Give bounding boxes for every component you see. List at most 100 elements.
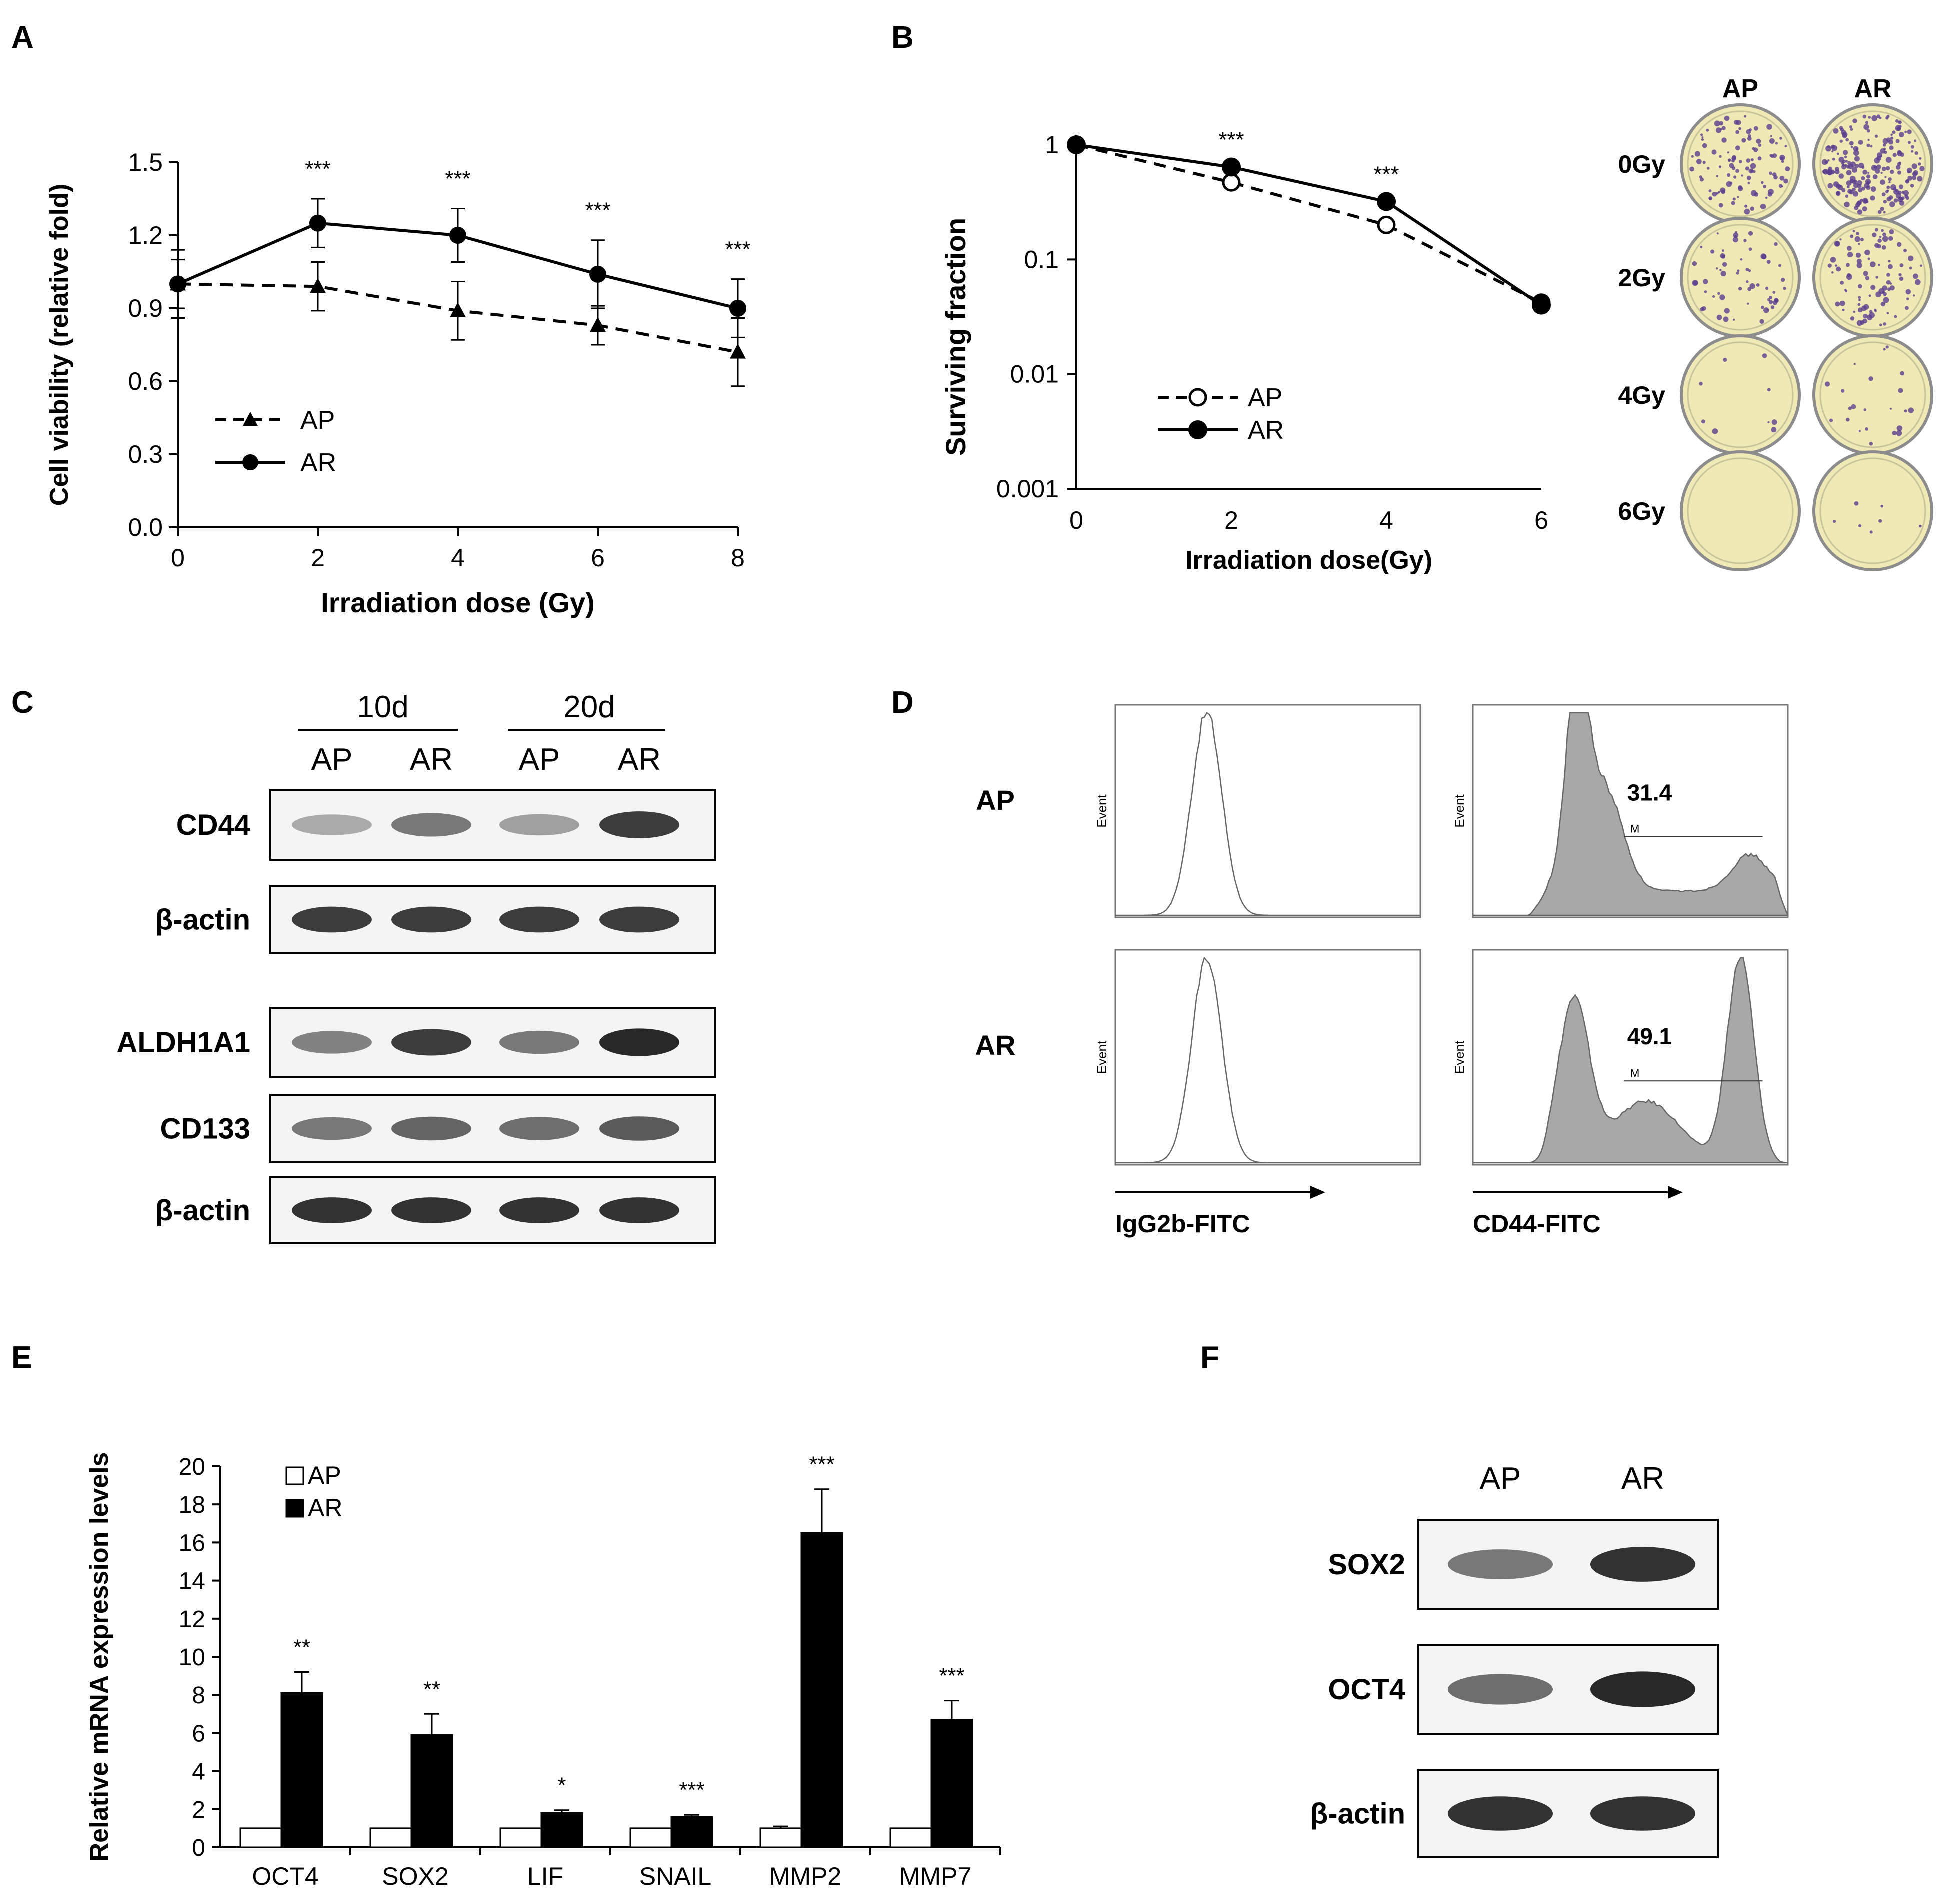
- colony: [1747, 182, 1750, 184]
- blot-f-row-1-band: [1590, 1672, 1695, 1708]
- colony: [1706, 167, 1710, 170]
- colony: [1845, 138, 1849, 142]
- colony: [1863, 199, 1868, 204]
- bar-ar: [280, 1692, 323, 1848]
- colony: [1896, 426, 1903, 432]
- colony: [1899, 200, 1905, 206]
- colony: [1913, 140, 1917, 142]
- colony: [1858, 296, 1861, 300]
- colony: [1874, 158, 1880, 164]
- dish-rim: [1687, 110, 1794, 218]
- blot-row-3-band: [499, 1117, 579, 1140]
- colony: [1844, 156, 1847, 158]
- colony: [1898, 184, 1904, 190]
- dish-row-label: 2Gy: [1618, 264, 1665, 292]
- legend-swatch: [285, 1466, 304, 1486]
- colony: [1750, 158, 1754, 162]
- colony: [1839, 238, 1842, 241]
- y-tick-label: 14: [179, 1568, 205, 1595]
- colony: [1880, 207, 1884, 212]
- colony: [1845, 418, 1850, 422]
- colony: [1839, 300, 1845, 306]
- colony: [1865, 428, 1869, 431]
- blot-f-row-1-band: [1448, 1674, 1553, 1705]
- colony: [1877, 244, 1881, 249]
- colony: [1745, 166, 1749, 171]
- colony: [1850, 234, 1854, 238]
- blot-row-2-band: [292, 1031, 372, 1054]
- colony: [1756, 138, 1761, 144]
- colony: [1861, 187, 1865, 191]
- blot-row-0-band: [599, 812, 679, 838]
- x-tick-label: 4: [1379, 506, 1393, 534]
- colony: [1886, 312, 1889, 315]
- x-tick-label: 2: [1224, 506, 1238, 534]
- lane-label: AR: [1621, 1462, 1664, 1496]
- colony: [1715, 128, 1722, 134]
- western-blot-f: AP AR SOX2 OCT4 β-actin: [1310, 1462, 1719, 1858]
- significance-mark: **: [293, 1635, 310, 1660]
- legend-marker: [242, 454, 258, 470]
- x-tick-label: 0: [171, 544, 185, 572]
- legend-marker: [1188, 388, 1207, 407]
- colony: [1869, 442, 1873, 446]
- significance-mark: ***: [809, 1452, 834, 1477]
- colony: [1897, 150, 1903, 156]
- colony: [1748, 248, 1752, 252]
- colony: [1750, 170, 1753, 173]
- colony: [1854, 501, 1859, 506]
- colony: [1889, 146, 1894, 150]
- panel-label-d: D: [891, 686, 914, 720]
- colony: [1857, 180, 1862, 186]
- colony: [1719, 269, 1722, 272]
- colony: [1835, 302, 1840, 307]
- culture-dish: [1812, 334, 1933, 456]
- colony: [1699, 176, 1702, 179]
- colony: [1862, 114, 1867, 119]
- colony: [1882, 144, 1886, 147]
- colony: [1723, 358, 1727, 362]
- protein-label: β-actin: [1310, 1798, 1405, 1830]
- colony: [1760, 181, 1764, 184]
- colony: [1849, 141, 1854, 146]
- category-label: OCT4: [252, 1862, 318, 1890]
- data-point-ap: [590, 317, 606, 332]
- colony: [1879, 324, 1882, 327]
- significance-mark: **: [423, 1677, 440, 1702]
- colony: [1896, 430, 1902, 436]
- dish-rim: [1687, 224, 1794, 331]
- colony: [1858, 140, 1863, 145]
- colony: [1869, 312, 1875, 318]
- blot-f-row-0-band: [1448, 1550, 1553, 1580]
- culture-dish: [1680, 217, 1801, 338]
- colony: [1769, 296, 1773, 300]
- colony: [1887, 288, 1891, 292]
- significance-mark: *: [557, 1774, 566, 1798]
- colony: [1729, 182, 1733, 185]
- colony: [1852, 191, 1859, 197]
- colony: [1874, 308, 1877, 312]
- protein-label: β-actin: [155, 1194, 250, 1227]
- data-point-ar: [309, 214, 326, 232]
- histogram-curve: [1473, 712, 1789, 916]
- colony: [1878, 288, 1885, 294]
- colony: [1912, 274, 1918, 280]
- gate-label: M: [1630, 823, 1639, 836]
- blot-row-3-band: [391, 1116, 471, 1141]
- colony: [1877, 238, 1882, 243]
- y-tick-label: 1: [1045, 131, 1059, 159]
- colony: [1753, 148, 1758, 152]
- colony: [1856, 320, 1863, 326]
- colony: [1906, 298, 1909, 300]
- colony: [1771, 427, 1777, 433]
- colony: [1845, 290, 1848, 293]
- dish-row-label: 0Gy: [1618, 150, 1665, 178]
- colony: [1738, 287, 1742, 291]
- colony: [1883, 200, 1887, 204]
- colony: [1918, 162, 1921, 166]
- protein-label: OCT4: [1328, 1674, 1405, 1706]
- colony: [1893, 198, 1898, 203]
- colony: [1870, 196, 1875, 201]
- colony: [1872, 174, 1878, 180]
